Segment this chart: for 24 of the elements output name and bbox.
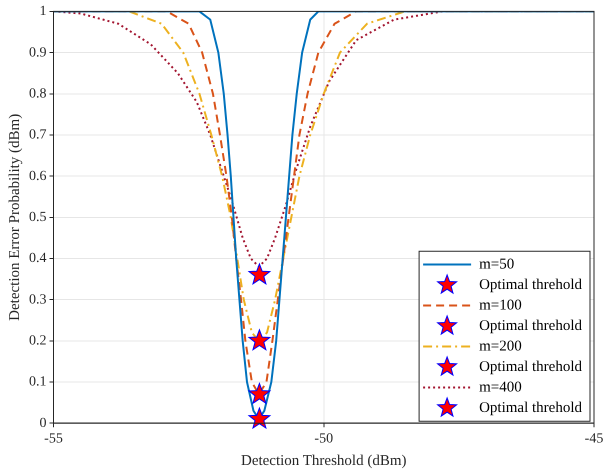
y-tick-label: 0.1: [29, 374, 46, 390]
legend-label: Optimal threhold: [479, 358, 582, 375]
x-tick-label: -45: [584, 431, 604, 446]
y-tick-label: 0.7: [29, 128, 46, 143]
y-tick-label: 0: [40, 416, 46, 431]
legend-label: Optimal threhold: [479, 318, 582, 334]
x-axis-title: Detection Threshold (dBm): [240, 452, 407, 469]
x-tick-label: -50: [314, 431, 334, 446]
y-tick-label: 1: [40, 4, 46, 20]
y-tick-label: 0.2: [29, 334, 46, 349]
legend-label: m=400: [479, 379, 522, 396]
legend-label: m=50: [479, 256, 514, 272]
y-tick-label: 0.5: [29, 210, 46, 225]
legend-label: Optimal threhold: [479, 276, 582, 293]
x-tick-label: -55: [44, 431, 63, 446]
legend-label: Optimal threhold: [479, 400, 582, 416]
y-tick-label: 0.8: [29, 86, 46, 102]
y-tick-label: 0.3: [29, 292, 46, 308]
y-axis-title: Detection Error Probability (dBm): [6, 114, 23, 321]
y-tick-label: 0.6: [29, 168, 46, 184]
legend-label: m=100: [479, 297, 522, 314]
y-tick-label: 0.9: [29, 45, 46, 60]
legend-label: m=200: [479, 338, 522, 354]
y-tick-label: 0.4: [29, 251, 46, 266]
